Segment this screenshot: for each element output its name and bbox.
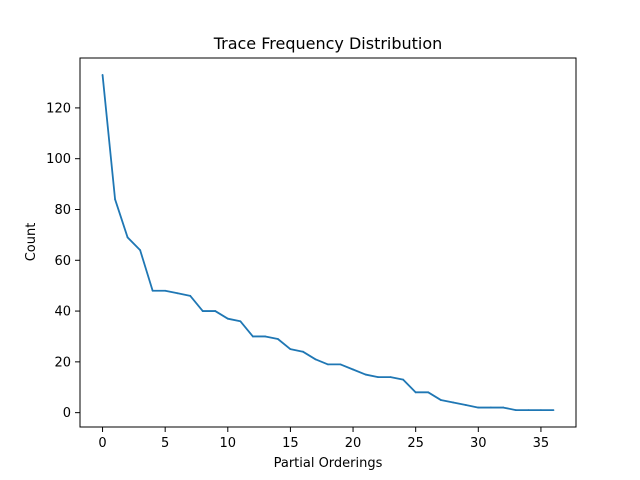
x-tick-label-10: 10	[220, 436, 237, 451]
data-point-28	[452, 401, 455, 404]
data-point-0	[101, 73, 104, 76]
data-point-36	[552, 409, 555, 412]
y-tick-label-100: 100	[46, 152, 71, 167]
data-point-4	[151, 289, 154, 292]
y-axis-ticks: 0 20 40 60 80 100 120	[46, 101, 80, 421]
data-point-35	[540, 409, 542, 412]
data-point-12	[251, 335, 254, 338]
y-tick-label-0: 0	[63, 406, 71, 421]
x-tick-label-35: 35	[533, 436, 550, 451]
data-point-5	[164, 289, 167, 292]
data-point-15	[289, 348, 292, 351]
series-line	[101, 74, 554, 412]
x-tick-label-30: 30	[470, 436, 487, 451]
data-point-11	[239, 320, 242, 323]
x-axis-ticks: 0 5 10 15 20 25 30 35	[98, 427, 549, 451]
x-tick-label-5: 5	[161, 436, 169, 451]
x-tick-label-25: 25	[407, 436, 424, 451]
data-point-27	[439, 399, 442, 401]
data-point-9	[214, 310, 217, 312]
data-point-19	[339, 363, 342, 366]
y-tick-label-20: 20	[54, 355, 71, 370]
data-point-18	[327, 363, 329, 366]
y-tick-label-80: 80	[54, 203, 71, 218]
data-point-3	[139, 249, 142, 252]
data-point-2	[126, 236, 129, 239]
data-point-14	[276, 338, 279, 340]
data-point-22	[377, 376, 380, 378]
data-point-10	[226, 317, 229, 320]
plot-area-frame	[79, 57, 577, 428]
data-point-20	[352, 368, 354, 371]
data-point-31	[489, 406, 492, 409]
data-point-13	[264, 335, 267, 338]
data-point-8	[201, 310, 204, 312]
data-point-26	[427, 391, 430, 394]
y-tick-label-120: 120	[46, 101, 71, 116]
y-axis-label: Count	[24, 223, 39, 262]
data-point-30	[477, 406, 480, 409]
data-point-6	[176, 292, 179, 295]
y-tick-label-40: 40	[54, 305, 71, 320]
data-point-29	[464, 404, 467, 406]
data-points	[101, 73, 555, 412]
data-point-24	[402, 378, 405, 381]
data-point-33	[514, 409, 517, 412]
data-point-1	[114, 198, 116, 201]
x-tick-label-15: 15	[282, 436, 299, 451]
x-tick-label-0: 0	[98, 436, 106, 451]
data-point-25	[414, 391, 417, 394]
y-tick-label-60: 60	[54, 254, 71, 269]
data-point-17	[314, 358, 317, 361]
data-point-16	[302, 350, 304, 353]
data-point-21	[364, 373, 367, 376]
data-point-34	[527, 409, 530, 412]
data-point-32	[502, 406, 505, 409]
x-axis-label: Partial Orderings	[274, 456, 383, 471]
x-tick-label-20: 20	[345, 436, 362, 451]
chart-title: Trace Frequency Distribution	[213, 34, 443, 53]
data-point-7	[189, 294, 192, 297]
data-point-23	[389, 376, 392, 378]
